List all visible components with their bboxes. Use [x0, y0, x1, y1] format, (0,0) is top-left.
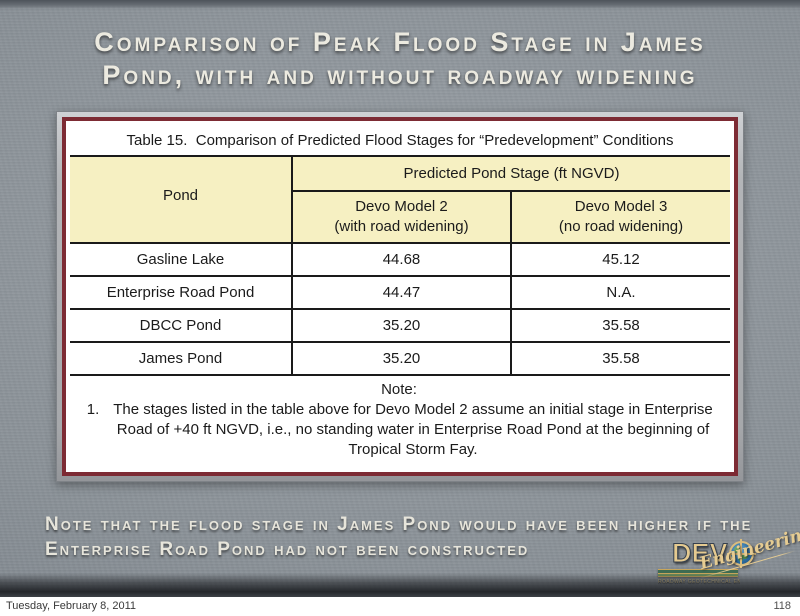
pond-name: Enterprise Road Pond — [70, 275, 293, 310]
slide-title: Comparison of Peak Flood Stage in James … — [0, 26, 800, 92]
model2-sub: (with road widening) — [334, 218, 469, 235]
table-row: James Pond 35.20 35.58 — [70, 341, 731, 376]
model3-value: N.A. — [509, 275, 731, 310]
slide-title-line2: Pond, with and without roadway widening — [102, 60, 698, 90]
col-header-model2: Devo Model 2 (with road widening) — [292, 190, 512, 244]
pond-name: James Pond — [70, 341, 293, 376]
footer-date: Tuesday, February 8, 2011 — [6, 600, 137, 612]
model3-sub: (no road widening) — [558, 218, 684, 235]
model2-value: 35.20 — [291, 341, 512, 376]
table-row: DBCC Pond 35.20 35.58 — [70, 308, 731, 343]
model2-value: 44.47 — [291, 275, 512, 310]
table-caption: Table 15. Comparison of Predicted Flood … — [70, 125, 731, 157]
slide-title-line1: Comparison of Peak Flood Stage in James — [94, 27, 706, 57]
devo-wordmark-text: DEV — [672, 538, 729, 569]
note-item: 1. The stages listed in the table above … — [78, 400, 720, 460]
table-note: Note: 1. The stages listed in the table … — [70, 374, 731, 466]
model2-value: 35.20 — [291, 308, 512, 343]
pond-name: Gasline Lake — [70, 242, 293, 277]
note-text: The stages listed in the table above for… — [113, 401, 713, 458]
footnote-line1: Note that the flood stage in James Pond … — [45, 514, 753, 535]
footnote-line2: Enterprise Road Pond had not been constr… — [45, 539, 530, 560]
model3-value: 35.58 — [509, 308, 731, 343]
table-row: Gasline Lake 44.68 45.12 — [70, 242, 731, 277]
table-row: Enterprise Road Pond 44.47 N.A. — [70, 275, 731, 310]
col-group-header: Predicted Pond Stage (ft NGVD) — [290, 155, 731, 192]
presentation-slide: Comparison of Peak Flood Stage in James … — [0, 0, 800, 597]
slide-bottom-edge — [0, 573, 800, 597]
footer-page-number: 118 — [773, 600, 791, 612]
pond-name: DBCC Pond — [70, 308, 293, 343]
model3-name: Devo Model 3 — [574, 198, 668, 215]
table-maroon-border: Table 15. Comparison of Predicted Flood … — [62, 117, 738, 476]
devo-wordmark: DEV — [672, 538, 756, 569]
model2-name: Devo Model 2 — [355, 198, 448, 215]
note-label: Note: — [381, 381, 417, 398]
flood-stage-table: Table 15. Comparison of Predicted Flood … — [70, 125, 731, 466]
model3-value: 45.12 — [509, 242, 731, 277]
table-frame: Table 15. Comparison of Predicted Flood … — [56, 111, 744, 482]
note-number: 1. — [86, 401, 100, 418]
slide-footnote: Note that the flood stage in James Pond … — [45, 512, 765, 562]
slide-top-edge — [0, 0, 800, 9]
model3-value: 35.58 — [509, 341, 731, 376]
col-header-pond: Pond — [70, 155, 293, 244]
col-header-model3: Devo Model 3 (no road widening) — [509, 190, 731, 244]
viewer-footer: Tuesday, February 8, 2011 118 — [0, 597, 800, 616]
model2-value: 44.68 — [291, 242, 512, 277]
